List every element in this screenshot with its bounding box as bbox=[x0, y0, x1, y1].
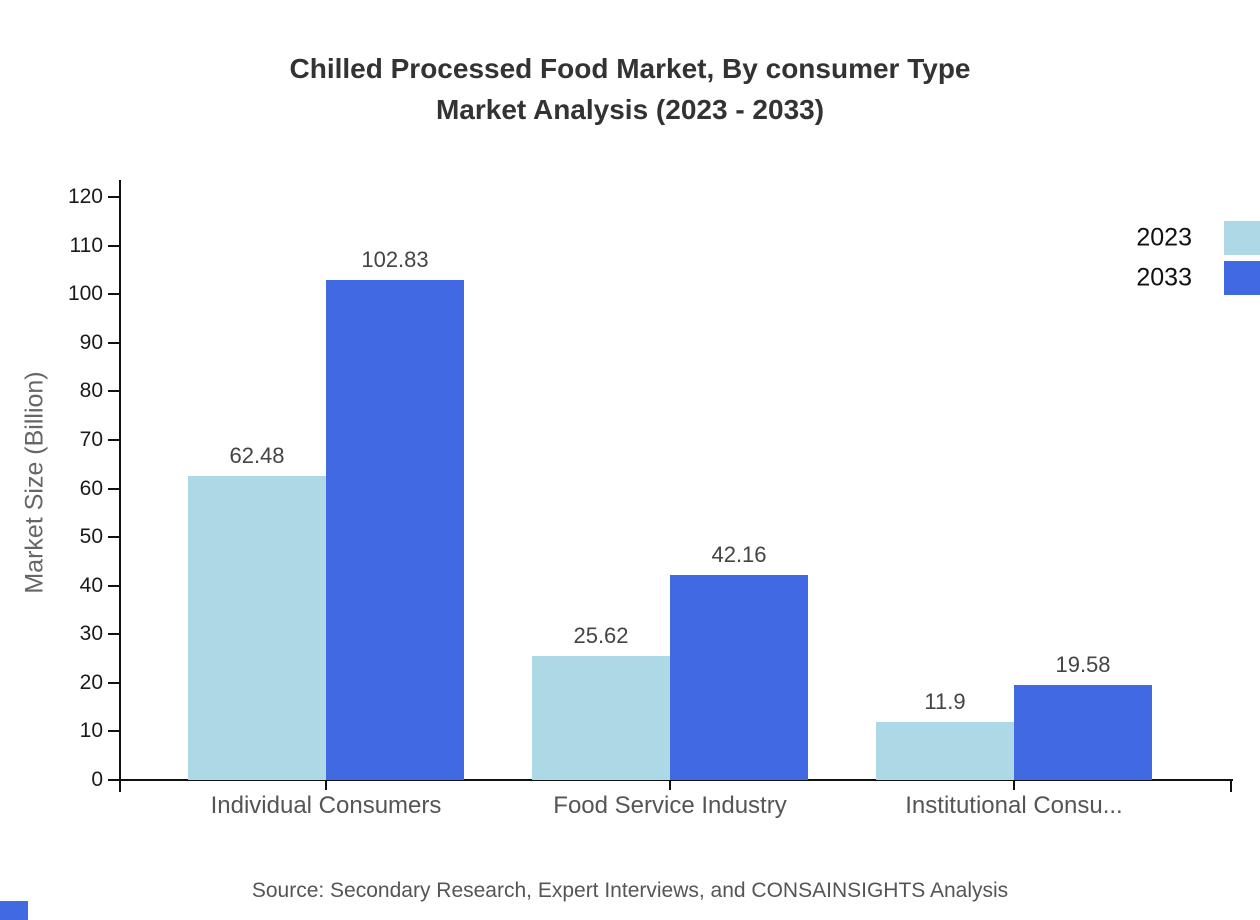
y-tick-mark bbox=[108, 196, 120, 198]
y-tick-mark bbox=[108, 487, 120, 490]
y-tick-label: 60 bbox=[79, 476, 103, 500]
y-tick-mark bbox=[108, 341, 120, 344]
chart-title: Chilled Processed Food Market, By consum… bbox=[0, 48, 1260, 130]
legend-swatch-2033 bbox=[1224, 261, 1260, 295]
y-tick-mark bbox=[108, 730, 120, 733]
legend-item-2023[interactable]: 2023 bbox=[980, 218, 1260, 258]
y-tick-mark bbox=[108, 633, 120, 636]
chart-title-line1: Chilled Processed Food Market, By consum… bbox=[289, 53, 971, 84]
bar-2023-individual-consumers[interactable] bbox=[188, 476, 326, 780]
y-tick-label: 0 bbox=[91, 768, 103, 791]
y-tick-label: 120 bbox=[67, 185, 103, 208]
y-tick-label: 30 bbox=[79, 622, 103, 646]
y-tick-label: 20 bbox=[79, 670, 103, 694]
y-tick-label: 90 bbox=[79, 330, 103, 354]
x-tick-mark bbox=[669, 780, 671, 790]
y-tick-mark bbox=[108, 681, 120, 684]
y-tick-label: 80 bbox=[79, 379, 103, 403]
y-tick-mark bbox=[108, 536, 120, 539]
value-label-2023-institutional-consu: 11.9 bbox=[924, 689, 966, 715]
bar-2033-food-service-industry[interactable] bbox=[670, 575, 808, 780]
chart-title-line2: Market Analysis (2023 - 2033) bbox=[435, 94, 825, 125]
x-tick-mark bbox=[1013, 780, 1015, 790]
x-outer-tick-mark bbox=[119, 780, 121, 792]
value-label-2033-food-service-industry: 42.16 bbox=[711, 542, 767, 568]
y-tick-mark bbox=[108, 390, 120, 393]
bar-2033-individual-consumers[interactable] bbox=[326, 280, 464, 780]
y-tick-mark bbox=[108, 293, 120, 296]
x-axis-line bbox=[119, 779, 1233, 781]
x-category-label-individual-consumers: Individual Consumers bbox=[210, 792, 442, 819]
y-tick-label: 70 bbox=[79, 427, 103, 451]
brand-mark bbox=[0, 901, 28, 920]
y-axis-line bbox=[119, 180, 121, 782]
bar-2023-institutional-consu[interactable] bbox=[876, 722, 1014, 780]
y-tick-label: 10 bbox=[79, 719, 103, 743]
value-label-2033-individual-consumers: 102.83 bbox=[361, 247, 429, 273]
y-tick-label: 40 bbox=[79, 573, 103, 597]
y-tick-label: 50 bbox=[79, 525, 103, 549]
y-tick-label: 110 bbox=[69, 233, 103, 257]
bar-2033-institutional-consu[interactable] bbox=[1014, 684, 1152, 780]
x-category-label-food-service-industry: Food Service Industry bbox=[553, 792, 787, 819]
legend-label-2033: 2033 bbox=[1136, 263, 1192, 292]
value-label-2023-individual-consumers: 62.48 bbox=[229, 443, 285, 469]
x-tick-mark bbox=[325, 780, 327, 790]
legend-label-2023: 2023 bbox=[1136, 223, 1192, 252]
y-tick-mark bbox=[108, 438, 120, 441]
y-tick-mark bbox=[108, 779, 120, 781]
source-note: Source: Secondary Research, Expert Inter… bbox=[251, 879, 1009, 902]
value-label-2023-food-service-industry: 25.62 bbox=[573, 622, 629, 648]
bar-2023-food-service-industry[interactable] bbox=[532, 655, 670, 780]
y-tick-label: 100 bbox=[67, 282, 103, 306]
legend-item-2033[interactable]: 2033 bbox=[980, 258, 1260, 298]
x-category-label-institutional-consu: Institutional Consu... bbox=[905, 792, 1123, 819]
y-tick-mark bbox=[108, 244, 120, 247]
value-label-2033-institutional-consu: 19.58 bbox=[1055, 651, 1111, 677]
y-tick-mark bbox=[108, 584, 120, 587]
x-outer-tick-mark bbox=[1230, 780, 1232, 792]
legend-swatch-2023 bbox=[1224, 221, 1260, 255]
